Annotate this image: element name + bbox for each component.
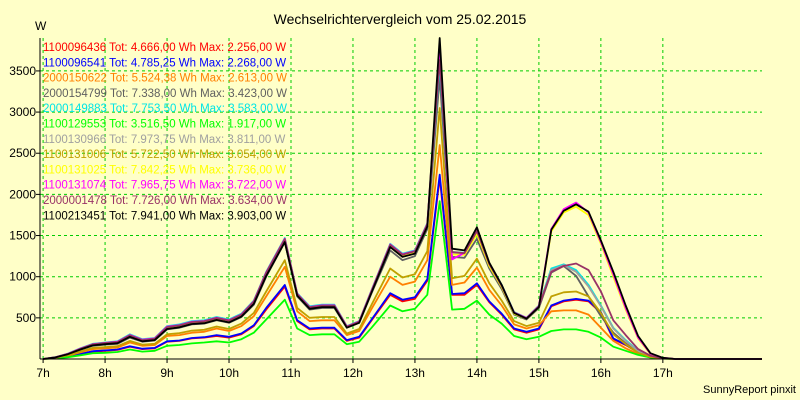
legend-entry-4: 2000154799 Tot: 7.338,00 Wh Max: 3.423,0… bbox=[43, 88, 287, 100]
y-tick-label: 1000 bbox=[9, 270, 36, 284]
plot-area bbox=[40, 38, 762, 359]
series-line-11 bbox=[42, 59, 762, 360]
legend-entry-1: 1100096436 Tot: 4.666,00 Wh Max: 2.256,0… bbox=[43, 42, 286, 54]
legend: 1100096436 Tot: 4.666,00 Wh Max: 2.256,0… bbox=[43, 42, 287, 222]
footer-credit: SunnyReport pinxit bbox=[703, 384, 796, 396]
x-tick-label: 9h bbox=[160, 366, 173, 380]
y-axis-label: W bbox=[35, 19, 47, 33]
legend-entry-7: 1100130966 Tot: 7.973,75 Wh Max: 3.811,0… bbox=[43, 134, 285, 146]
legend-entry-10: 1100131074 Tot: 7.965,75 Wh Max: 3.722,0… bbox=[43, 180, 286, 192]
grid-lines bbox=[40, 38, 762, 359]
x-tick-label: 11h bbox=[281, 366, 300, 380]
y-tick-label: 3500 bbox=[9, 64, 36, 78]
legend-entry-9: 1100131025 Tot: 7.842,25 Wh Max: 3.736,0… bbox=[43, 164, 286, 176]
x-tick-label: 10h bbox=[219, 366, 239, 380]
legend-entry-3: 2000150622 Tot: 5.524,38 Wh Max: 2.613,0… bbox=[43, 73, 287, 85]
axes bbox=[39, 38, 762, 360]
x-tick-label: 7h bbox=[36, 366, 49, 380]
legend-entry-5: 2000149883 Tot: 7.753,50 Wh Max: 3.583,0… bbox=[43, 103, 287, 115]
x-tick-label: 15h bbox=[529, 366, 549, 380]
x-tick-label: 12h bbox=[343, 366, 363, 380]
x-tick-label: 16h bbox=[591, 366, 611, 380]
series-line-6 bbox=[43, 200, 762, 360]
plot-background bbox=[40, 38, 762, 359]
legend-entry-8: 1100131006 Tot: 5.722,50 Wh Max: 3.054,0… bbox=[43, 149, 286, 161]
x-tick-label: 17h bbox=[653, 366, 673, 380]
series-lines bbox=[42, 37, 762, 360]
x-tick-label: 8h bbox=[98, 366, 111, 380]
series-line-12 bbox=[42, 37, 762, 360]
chart-title: Wechselrichtervergleich vom 25.02.2015 bbox=[274, 11, 527, 27]
y-tick-label: 1500 bbox=[9, 229, 36, 243]
legend-entry-11: 2000001478 Tot: 7.726,00 Wh Max: 3.634,0… bbox=[43, 195, 287, 207]
y-tick-label: 3000 bbox=[9, 105, 36, 119]
legend-entry-12: 1100213451 Tot: 7.941,00 Wh Max: 3.903,0… bbox=[43, 210, 286, 222]
series-line-8 bbox=[43, 107, 762, 360]
x-tick-label: 14h bbox=[467, 366, 487, 380]
y-tick-label: 2000 bbox=[9, 187, 36, 201]
x-tick-label: 13h bbox=[405, 366, 425, 380]
y-tick-label: 2500 bbox=[9, 146, 36, 160]
legend-entry-6: 1100129553 Tot: 3.516,50 Wh Max: 1.917,0… bbox=[43, 119, 286, 131]
series-line-3 bbox=[43, 144, 762, 360]
tick-labels: 7h 8h 9h 10h 11h 12h 13h 14h 15h 16h 17h 500 1000 150… bbox=[9, 64, 673, 380]
y-tick-label: 500 bbox=[16, 311, 36, 325]
legend-entry-2: 1100096541 Tot: 4.785,25 Wh Max: 2.268,0… bbox=[43, 57, 286, 69]
